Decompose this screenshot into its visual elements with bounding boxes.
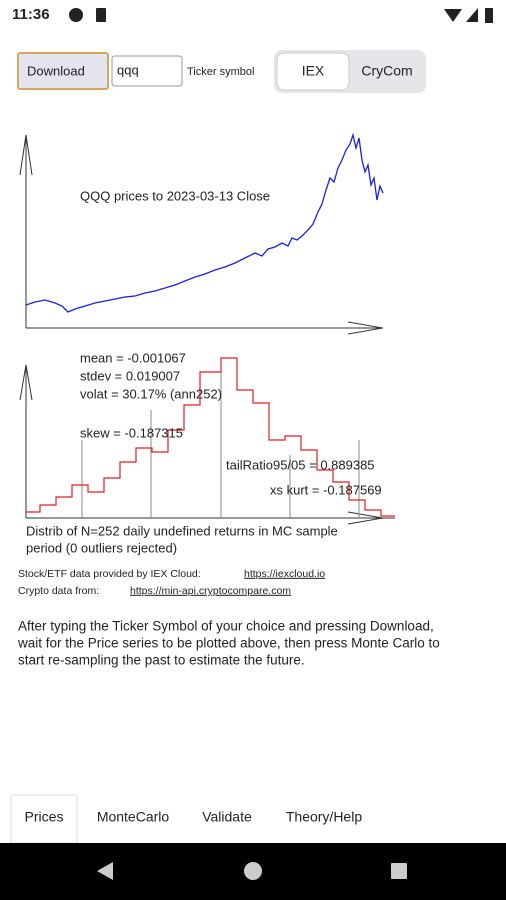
download-label: Download [27, 63, 85, 78]
hist-steps [26, 357, 395, 517]
stat-line: volat = 30.17% (ann252) [80, 386, 222, 401]
stat-line: xs kurt = -0.187569 [270, 482, 382, 497]
price-axes [19, 134, 384, 335]
status-icon [69, 8, 83, 22]
tab[interactable]: Validate [202, 809, 252, 825]
tab[interactable]: Prices [25, 809, 64, 825]
nav-home[interactable] [244, 862, 262, 880]
source-label[interactable]: CryCom [361, 63, 412, 79]
instruction-line: start re-sampling the past to estimate t… [18, 653, 305, 668]
hist-caption: Distrib of N=252 daily undefined returns… [26, 523, 338, 538]
source-label: IEX [302, 63, 325, 79]
ticker-input[interactable] [111, 55, 183, 87]
credit-text: Stock/ETF data provided by IEX Cloud: [18, 568, 201, 580]
nav-back[interactable] [97, 862, 113, 880]
price-title: QQQ prices to 2023-03-13 Close [80, 188, 270, 203]
instruction-line: wait for the Price series to be plotted … [17, 636, 440, 651]
ticker-value: qqq [117, 62, 139, 77]
hist-axes [19, 364, 395, 525]
wifi-icon [444, 9, 462, 22]
hist-caption: period (0 outliers rejected) [26, 540, 177, 555]
status-icon [96, 8, 106, 22]
credit-text: Crypto data from: [18, 585, 99, 597]
battery-icon [485, 8, 493, 23]
stat-line: skew = -0.187315 [80, 425, 183, 440]
nav-recents[interactable] [391, 863, 407, 879]
price-line [25, 132, 384, 313]
ticker-label: Ticker symbol [187, 66, 254, 78]
stat-line: stdev = 0.019007 [80, 368, 180, 383]
stat-line: tailRatio95/05 = 0.889385 [226, 457, 375, 472]
tab-selected[interactable] [10, 794, 78, 844]
status-time: 11:36 [12, 6, 50, 23]
credit-link[interactable]: https://min-api.cryptocompare.com [130, 585, 291, 597]
tab[interactable]: Theory/Help [286, 809, 362, 825]
instruction-line: After typing the Ticker Symbol of your c… [18, 619, 434, 634]
stat-line: mean = -0.001067 [80, 350, 186, 365]
credit-link[interactable]: https://iexcloud.io [244, 568, 325, 580]
download-button[interactable]: Download [17, 52, 109, 90]
hist-markers [81, 358, 360, 518]
tab[interactable]: MonteCarlo [97, 809, 170, 825]
signal-icon [466, 8, 478, 22]
source-iex[interactable] [276, 52, 350, 91]
